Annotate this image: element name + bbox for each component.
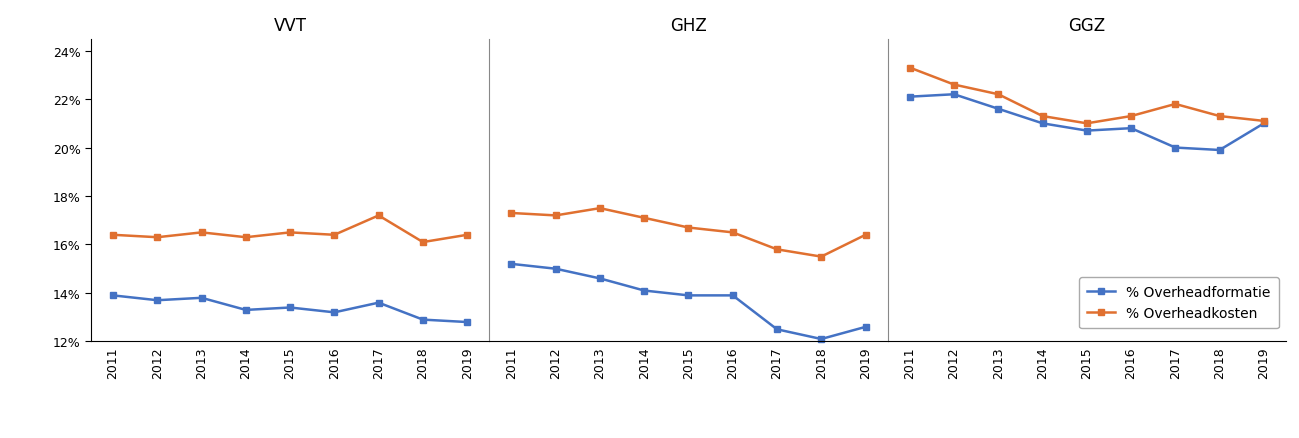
% Overheadkosten [725, 230, 740, 236]
Legend: % Overheadformatie, % Overheadkosten: % Overheadformatie, % Overheadkosten [1079, 277, 1280, 328]
% Overheadformatie [548, 266, 564, 272]
% Overheadkosten [416, 240, 431, 245]
Title: GHZ: GHZ [670, 17, 707, 35]
% Overheadformatie [592, 276, 608, 281]
% Overheadformatie [637, 288, 652, 293]
% Overheadformatie [105, 293, 121, 298]
Title: VVT: VVT [274, 17, 307, 35]
Line: % Overheadkosten: % Overheadkosten [907, 65, 1268, 127]
% Overheadformatie [194, 296, 209, 301]
% Overheadkosten [769, 247, 785, 252]
% Overheadkosten [1124, 114, 1139, 120]
% Overheadformatie [1212, 148, 1228, 153]
% Overheadkosten [813, 254, 829, 260]
% Overheadkosten [149, 235, 165, 240]
% Overheadformatie [1124, 126, 1139, 131]
% Overheadkosten [1256, 119, 1272, 124]
% Overheadkosten [105, 233, 121, 238]
% Overheadformatie [1035, 121, 1051, 127]
% Overheadformatie [504, 261, 520, 267]
% Overheadformatie [857, 325, 873, 330]
% Overheadkosten [681, 226, 696, 231]
% Overheadformatie [149, 298, 165, 303]
Title: GGZ: GGZ [1068, 17, 1105, 35]
% Overheadkosten [946, 83, 961, 88]
% Overheadformatie [282, 305, 297, 311]
% Overheadformatie [460, 320, 475, 325]
% Overheadkosten [991, 92, 1007, 98]
% Overheadformatie [370, 300, 386, 306]
% Overheadkosten [460, 233, 475, 238]
Line: % Overheadformatie: % Overheadformatie [907, 92, 1268, 154]
% Overheadkosten [857, 233, 873, 238]
% Overheadkosten [548, 213, 564, 219]
% Overheadformatie [902, 95, 917, 100]
% Overheadkosten [194, 230, 209, 236]
% Overheadkosten [1168, 102, 1183, 107]
% Overheadkosten [326, 233, 342, 238]
% Overheadkosten [238, 235, 253, 240]
% Overheadformatie [991, 107, 1007, 112]
Line: % Overheadkosten: % Overheadkosten [508, 205, 869, 261]
% Overheadkosten [902, 66, 917, 71]
% Overheadkosten [370, 213, 386, 219]
% Overheadkosten [592, 206, 608, 211]
Line: % Overheadformatie: % Overheadformatie [508, 261, 869, 343]
% Overheadformatie [946, 92, 961, 98]
Line: % Overheadkosten: % Overheadkosten [109, 212, 470, 246]
% Overheadformatie [416, 317, 431, 322]
% Overheadformatie [725, 293, 740, 298]
Line: % Overheadformatie: % Overheadformatie [109, 292, 470, 326]
% Overheadkosten [1035, 114, 1051, 120]
% Overheadkosten [282, 230, 297, 236]
% Overheadformatie [1168, 145, 1183, 151]
% Overheadformatie [238, 307, 253, 313]
% Overheadkosten [637, 215, 652, 221]
% Overheadformatie [813, 336, 829, 342]
% Overheadformatie [326, 310, 342, 315]
% Overheadformatie [1256, 121, 1272, 127]
% Overheadkosten [1212, 114, 1228, 120]
% Overheadformatie [681, 293, 696, 298]
% Overheadkosten [504, 211, 520, 216]
% Overheadformatie [769, 327, 785, 332]
% Overheadformatie [1079, 129, 1095, 134]
% Overheadkosten [1079, 121, 1095, 127]
